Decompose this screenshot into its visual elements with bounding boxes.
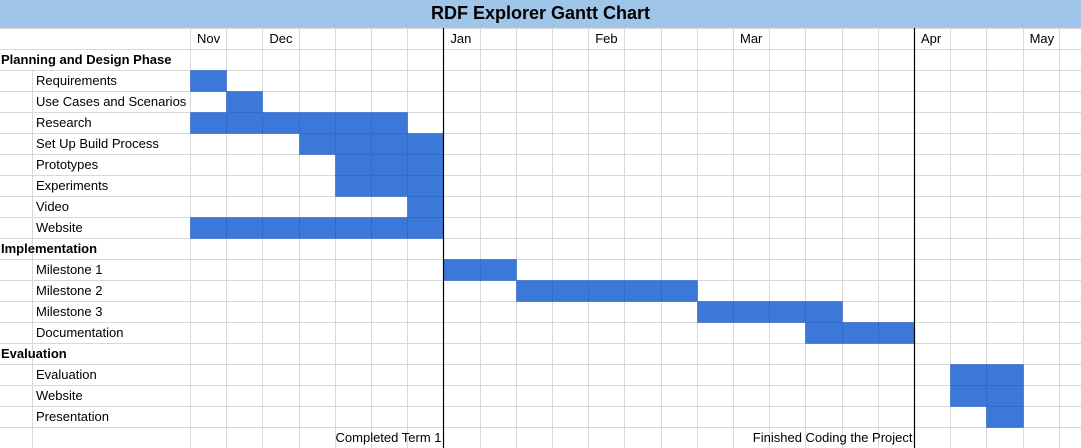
- task-bar: [226, 112, 263, 134]
- month-label: Mar: [740, 31, 763, 46]
- task-bar: [733, 301, 770, 323]
- task-label: Milestone 3: [36, 304, 102, 319]
- task-bar: [552, 280, 589, 302]
- task-bar: [226, 217, 263, 239]
- task-bar: [661, 280, 698, 302]
- task-bar: [371, 133, 408, 155]
- task-bar: [335, 217, 372, 239]
- task-bar: [805, 322, 843, 344]
- task-label: Website: [36, 388, 83, 403]
- phase-header: Evaluation: [1, 346, 67, 361]
- task-bar: [335, 133, 372, 155]
- month-header: Nov Dec Jan Feb Mar Apr May: [197, 31, 1055, 46]
- task-label: Prototypes: [36, 157, 99, 172]
- row-labels: Planning and Design Phase Requirements Use…: [1, 52, 187, 424]
- month-label: May: [1030, 31, 1055, 46]
- milestone-label: Completed Term 1: [336, 430, 442, 445]
- month-label: Dec: [269, 31, 293, 46]
- task-bar: [190, 112, 227, 134]
- task-label: Set Up Build Process: [36, 136, 159, 151]
- task-label: Video: [36, 199, 69, 214]
- grid-lines: [0, 28, 1081, 448]
- task-label: Use Cases and Scenarios: [36, 94, 187, 109]
- task-label: Evaluation: [36, 367, 97, 382]
- task-bar: [226, 91, 263, 113]
- task-bar: [588, 280, 625, 302]
- task-label: Requirements: [36, 73, 117, 88]
- task-bar: [371, 112, 408, 134]
- month-label: Apr: [921, 31, 942, 46]
- task-label: Milestone 1: [36, 262, 102, 277]
- task-bar: [805, 301, 843, 323]
- task-label: Presentation: [36, 409, 109, 424]
- task-bar: [299, 133, 336, 155]
- task-bar: [335, 112, 372, 134]
- month-label: Feb: [595, 31, 617, 46]
- phase-header: Planning and Design Phase: [1, 52, 171, 67]
- task-bar: [407, 133, 444, 155]
- task-bar: [371, 217, 408, 239]
- task-bar: [299, 217, 336, 239]
- task-label: Milestone 2: [36, 283, 102, 298]
- task-label: Research: [36, 115, 92, 130]
- milestones: Completed Term 1 Finished Coding the Proj…: [336, 28, 916, 448]
- task-bar: [697, 301, 734, 323]
- task-bars: [190, 70, 1024, 428]
- chart-title: RDF Explorer Gantt Chart: [0, 0, 1081, 28]
- task-bar: [407, 154, 444, 176]
- task-label: Documentation: [36, 325, 123, 340]
- task-bar: [407, 217, 444, 239]
- task-bar: [371, 154, 408, 176]
- task-bar: [299, 112, 336, 134]
- task-bar: [878, 322, 915, 344]
- task-bar: [950, 364, 987, 386]
- task-bar: [769, 301, 806, 323]
- task-bar: [371, 175, 408, 197]
- task-bar: [443, 259, 481, 281]
- phase-header: Implementation: [1, 241, 97, 256]
- task-label: Experiments: [36, 178, 109, 193]
- task-bar: [335, 154, 372, 176]
- task-bar: [262, 217, 300, 239]
- task-bar: [407, 175, 444, 197]
- task-bar: [950, 385, 987, 407]
- month-label: Nov: [197, 31, 221, 46]
- task-bar: [986, 385, 1024, 407]
- month-label: Jan: [450, 31, 471, 46]
- task-bar: [516, 280, 553, 302]
- task-bar: [480, 259, 517, 281]
- task-label: Website: [36, 220, 83, 235]
- task-bar: [335, 175, 372, 197]
- task-bar: [624, 280, 662, 302]
- task-bar: [986, 406, 1024, 428]
- task-bar: [262, 112, 300, 134]
- milestone-label: Finished Coding the Project: [753, 430, 913, 445]
- task-bar: [407, 196, 444, 218]
- task-bar: [842, 322, 879, 344]
- task-bar: [190, 70, 227, 92]
- task-bar: [190, 217, 227, 239]
- task-bar: [986, 364, 1024, 386]
